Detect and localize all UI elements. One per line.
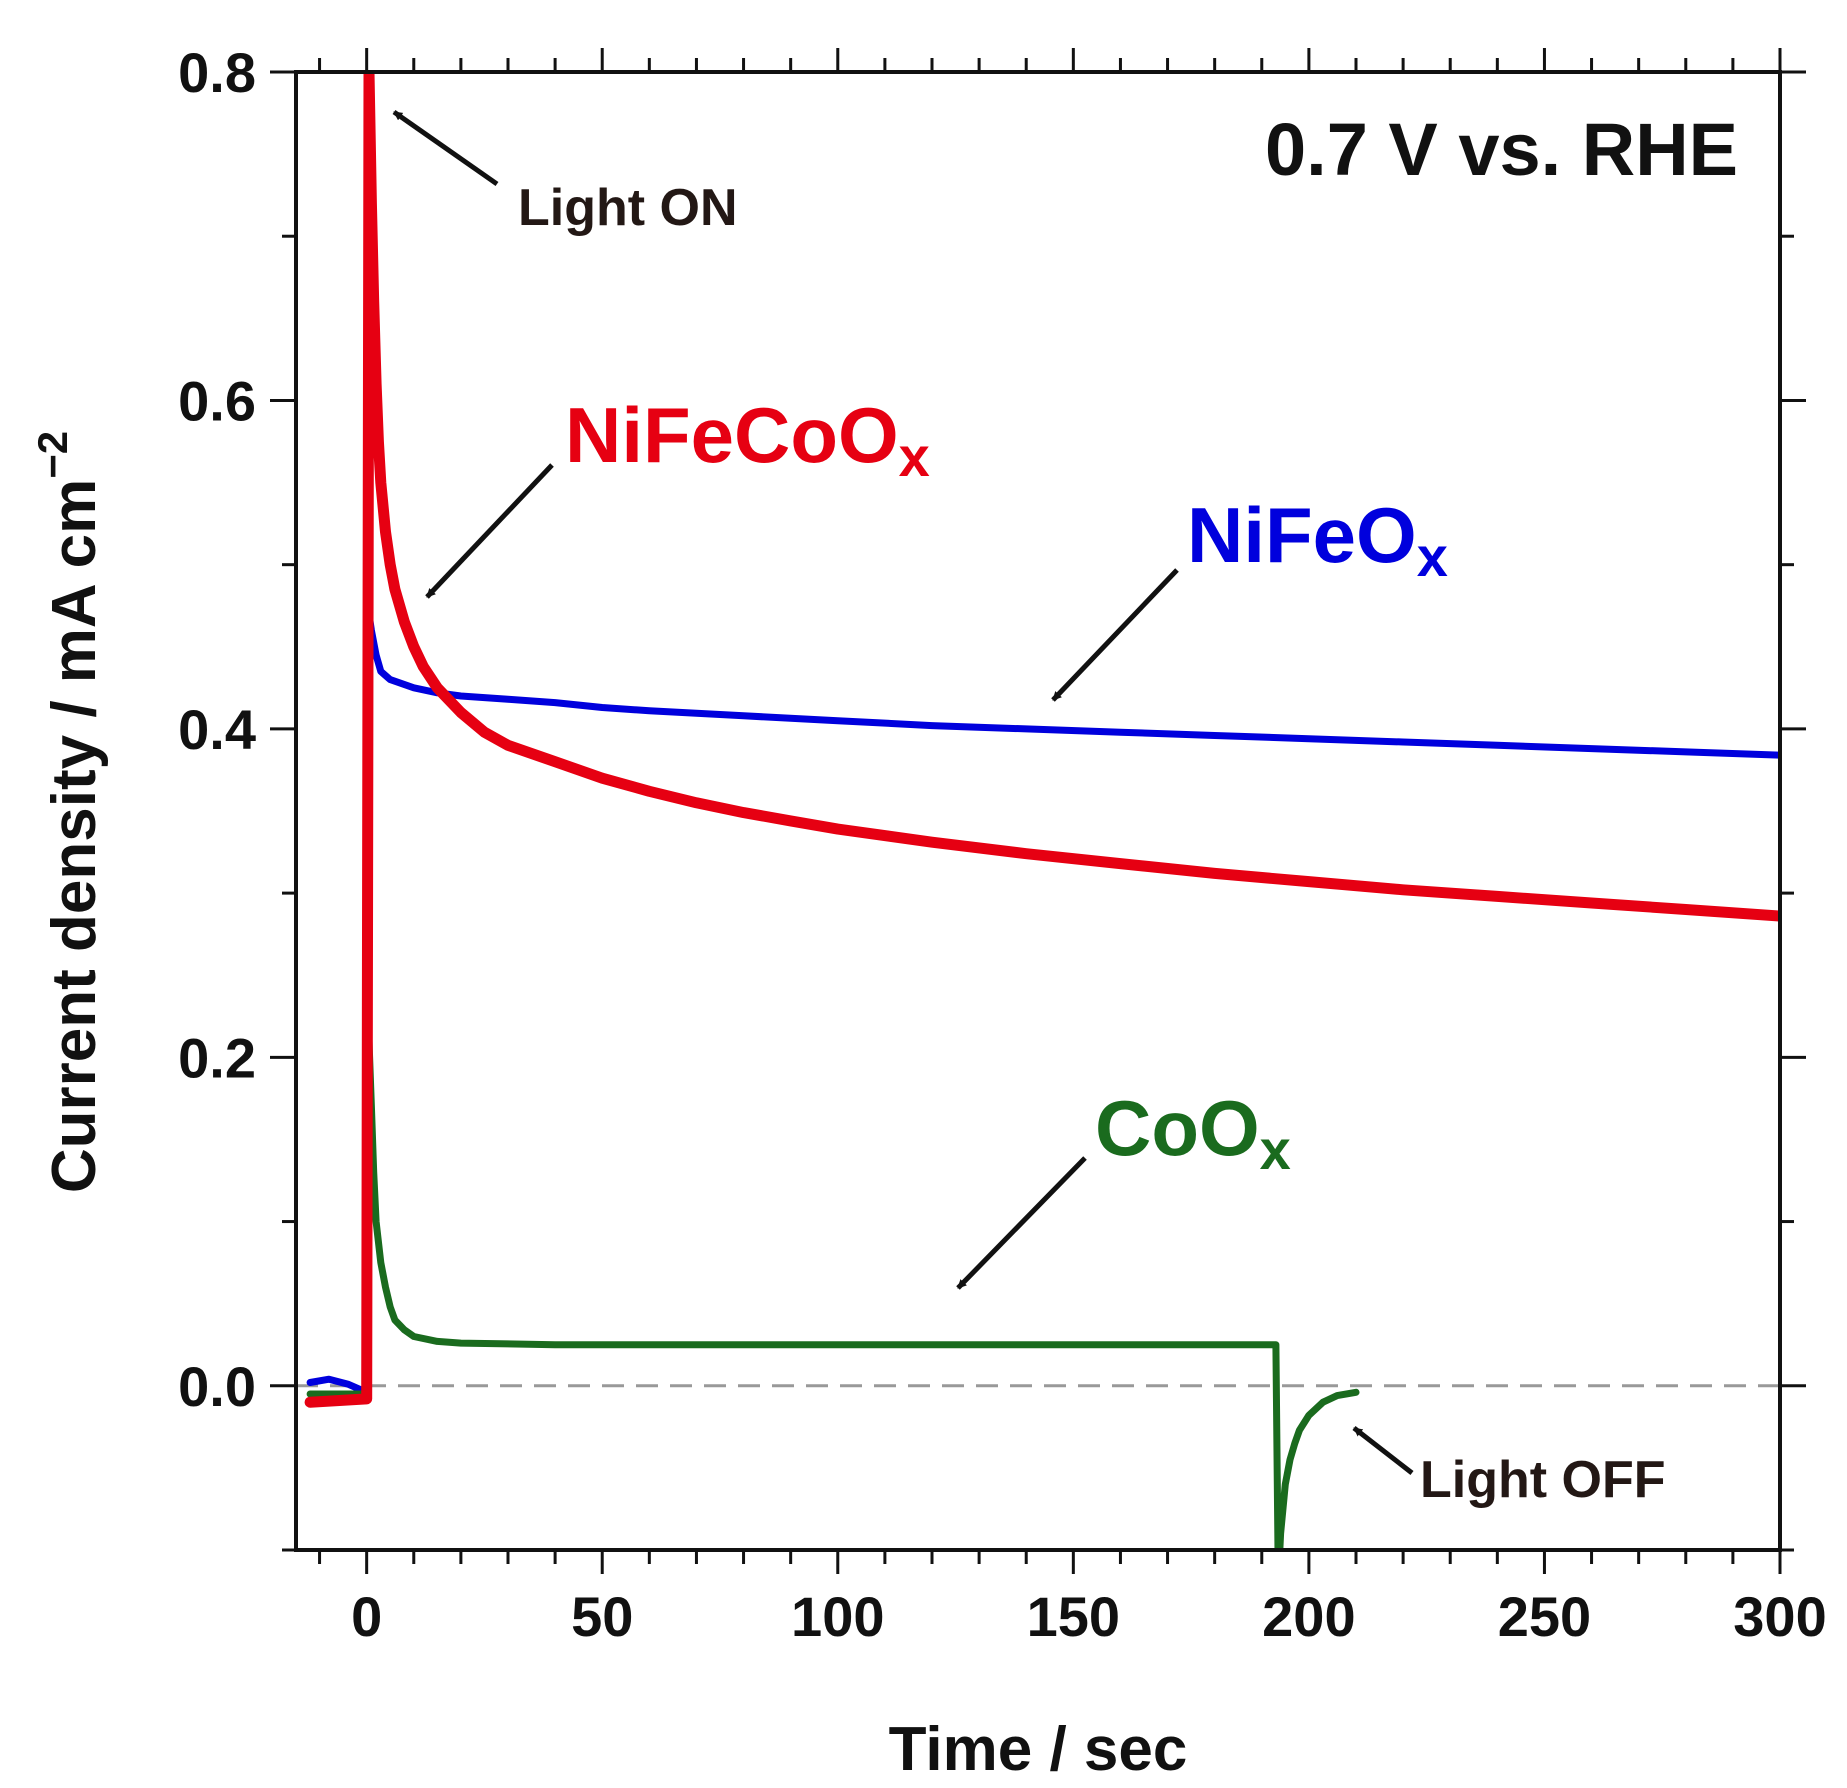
- series-label-nifecoox-sub: x: [899, 425, 930, 488]
- x-tick-label: 0: [351, 1585, 382, 1648]
- y-tick-label: 0.2: [178, 1026, 256, 1089]
- series-layer: [304, 72, 1780, 1550]
- light-on-arrow: [392, 109, 499, 187]
- series-label-nifeox-sub: x: [1417, 525, 1448, 588]
- y-tick-label: 0.6: [178, 369, 256, 432]
- y-axis-title-exponent: −2: [29, 431, 76, 479]
- series-label-nifeox: NiFeOx: [1187, 491, 1448, 588]
- condition-label: 0.7 V vs. RHE: [1265, 108, 1738, 191]
- x-tick-label: 250: [1498, 1585, 1591, 1648]
- x-tick-label: 200: [1262, 1585, 1355, 1648]
- series-line-nifeox: [306, 610, 1780, 1396]
- series-label-nifecoox: NiFeCoOx: [565, 391, 930, 488]
- series-line-coox: [306, 1037, 1360, 1550]
- light-on-label: Light ON: [518, 179, 738, 237]
- series-label-coox-sub: x: [1260, 1118, 1291, 1181]
- light-off-arrow: [1352, 1426, 1414, 1475]
- tick-layer: [270, 48, 1806, 1574]
- tick-label-layer: 0 50 100 150 200 250 300 0.0 0.2 0.4 0.6 0.8: [178, 41, 1827, 1648]
- x-tick-label: 150: [1027, 1585, 1120, 1648]
- series-label-coox-main: CoO: [1095, 1084, 1260, 1172]
- y-axis-title-main: Current density / mA cm: [40, 479, 109, 1193]
- plot-frame: [294, 70, 1782, 1552]
- x-tick-label: 100: [791, 1585, 884, 1648]
- series-label-nifecoox-main: NiFeCoO: [565, 391, 899, 479]
- y-tick-label: 0.8: [178, 41, 256, 104]
- y-tick-label: 0.0: [178, 1355, 256, 1418]
- x-tick-label: 300: [1733, 1585, 1826, 1648]
- arrow-coox: [956, 1156, 1087, 1290]
- arrow-nifecoox: [425, 463, 554, 599]
- x-tick-label: 50: [571, 1585, 633, 1648]
- series-line-nifecoox: [304, 72, 1780, 1408]
- light-off-label: Light OFF: [1420, 1451, 1665, 1509]
- arrow-nifeox: [1051, 568, 1179, 702]
- series-label-coox: CoOx: [1095, 1084, 1291, 1181]
- y-tick-label: 0.4: [178, 698, 256, 761]
- series-label-nifeox-main: NiFeO: [1187, 491, 1417, 579]
- y-axis-title: Current density / mA cm−2: [29, 431, 109, 1193]
- x-axis-title: Time / sec: [889, 1715, 1188, 1784]
